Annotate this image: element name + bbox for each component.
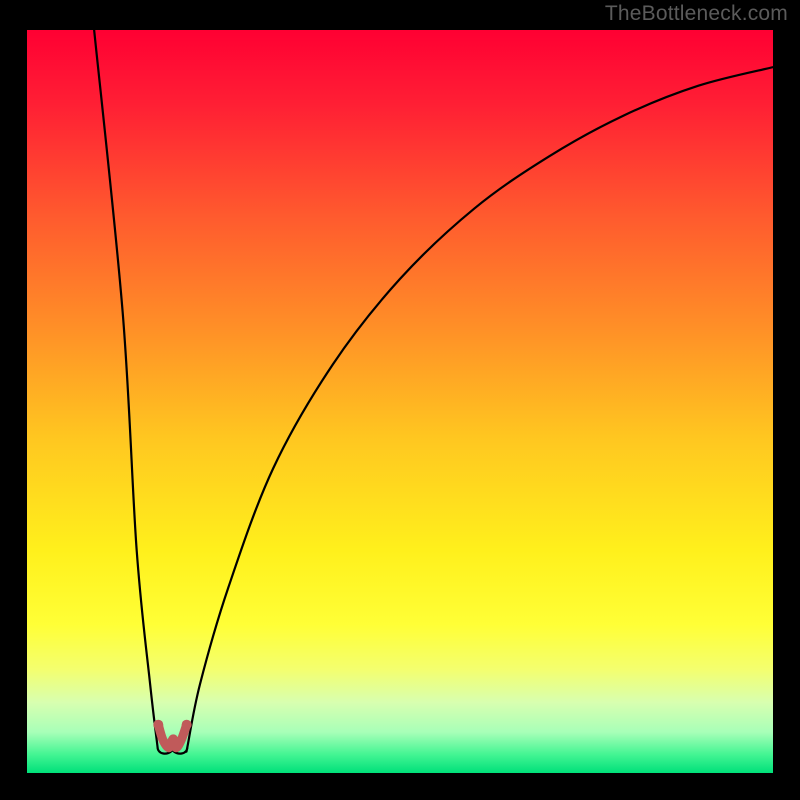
watermark-text: TheBottleneck.com: [605, 2, 788, 26]
bottleneck-chart: [0, 0, 800, 800]
plot-area: [27, 30, 773, 773]
dip-marker-dot-right: [182, 720, 192, 730]
dip-marker-dot-left: [153, 720, 163, 730]
